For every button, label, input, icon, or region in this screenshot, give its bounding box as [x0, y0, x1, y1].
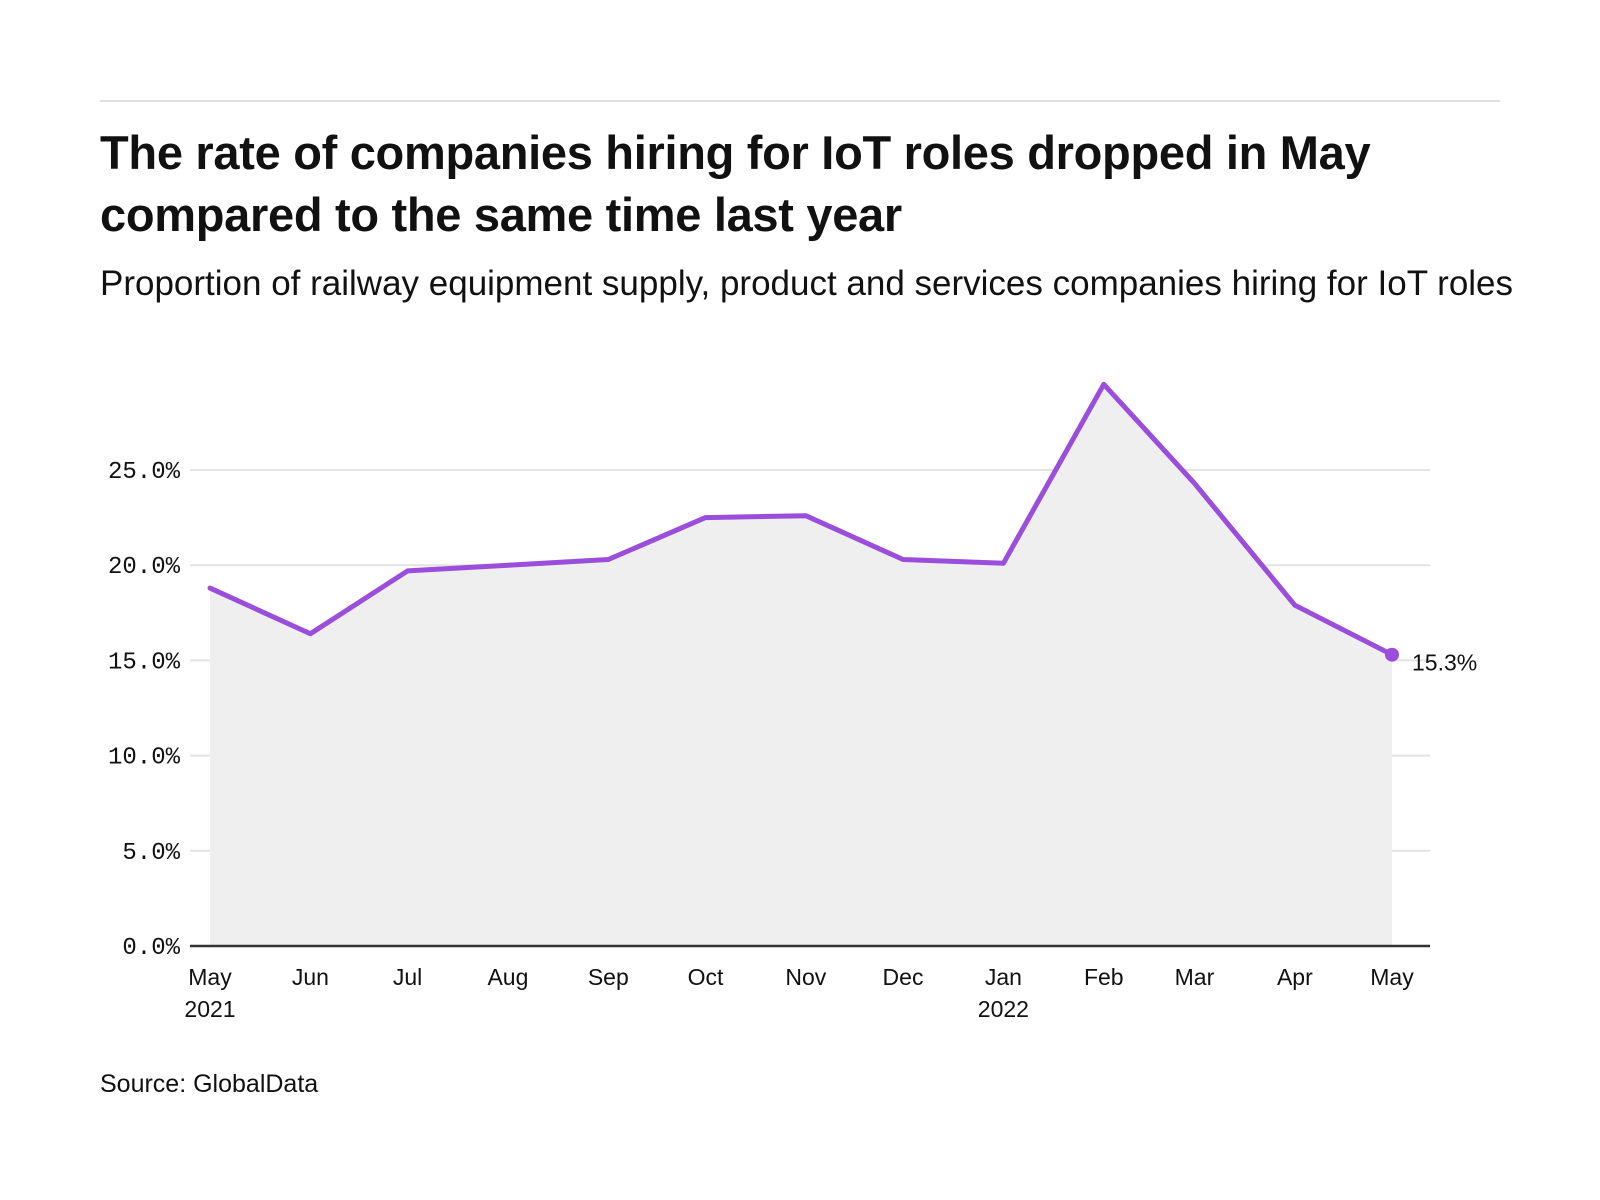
y-tick-label: 15.0% [108, 649, 181, 676]
data-point [207, 585, 213, 591]
top-rule [100, 100, 1500, 102]
x-tick-year-label: 2022 [978, 996, 1029, 1022]
line-layer [207, 381, 1399, 662]
end-value-label: 15.3% [1412, 650, 1477, 676]
y-tick-label: 5.0% [122, 840, 180, 867]
y-tick-label: 20.0% [108, 554, 181, 581]
data-point [803, 513, 809, 519]
x-tick-label: May [188, 964, 232, 990]
data-point [1191, 480, 1197, 486]
x-tick-label: Feb [1084, 964, 1124, 990]
x-tick-label: Apr [1277, 964, 1313, 990]
x-tick-label: Dec [883, 964, 924, 990]
data-point [605, 556, 611, 562]
x-tick-label: Sep [588, 964, 629, 990]
x-tick-label: May [1370, 964, 1414, 990]
chart-subtitle: Proportion of railway equipment supply, … [100, 264, 1514, 303]
data-point [1292, 602, 1298, 608]
end-label-layer: 15.3% [1412, 650, 1477, 676]
line-area-chart: 0.0% 5.0% 10.0% 15.0% 20.0% 25.0% May 2021 Jun J… [108, 381, 1477, 1022]
x-axis-labels: May 2021 Jun Jul Aug Sep Oct Nov Dec Jan 2022 Feb Ma… [184, 964, 1414, 1022]
y-axis-labels: 0.0% 5.0% 10.0% 15.0% 20.0% 25.0% [108, 459, 181, 962]
data-point [1000, 560, 1006, 566]
y-tick-label: 10.0% [108, 745, 181, 772]
x-tick-label: Mar [1175, 964, 1215, 990]
y-tick-label: 25.0% [108, 459, 181, 486]
x-tick-year-label: 2021 [184, 996, 235, 1022]
data-point [1101, 381, 1107, 387]
data-point [505, 562, 511, 568]
data-point [702, 515, 708, 521]
x-tick-label: Oct [688, 964, 724, 990]
chart-title: The rate of companies hiring for IoT rol… [100, 126, 1371, 241]
x-tick-label: Aug [487, 964, 528, 990]
end-point-marker [1385, 647, 1399, 662]
data-point [405, 568, 411, 574]
x-tick-label: Jan [985, 964, 1022, 990]
source-note: Source: GlobalData [100, 1070, 319, 1098]
data-point [900, 556, 906, 562]
x-tick-label: Nov [785, 964, 826, 990]
data-point [307, 631, 313, 637]
series-line [207, 381, 1395, 658]
area-layer [210, 384, 1392, 946]
x-tick-label: Jun [292, 964, 329, 990]
y-tick-label: 0.0% [122, 935, 180, 962]
area-fill [210, 384, 1392, 946]
x-tick-label: Jul [393, 964, 422, 990]
